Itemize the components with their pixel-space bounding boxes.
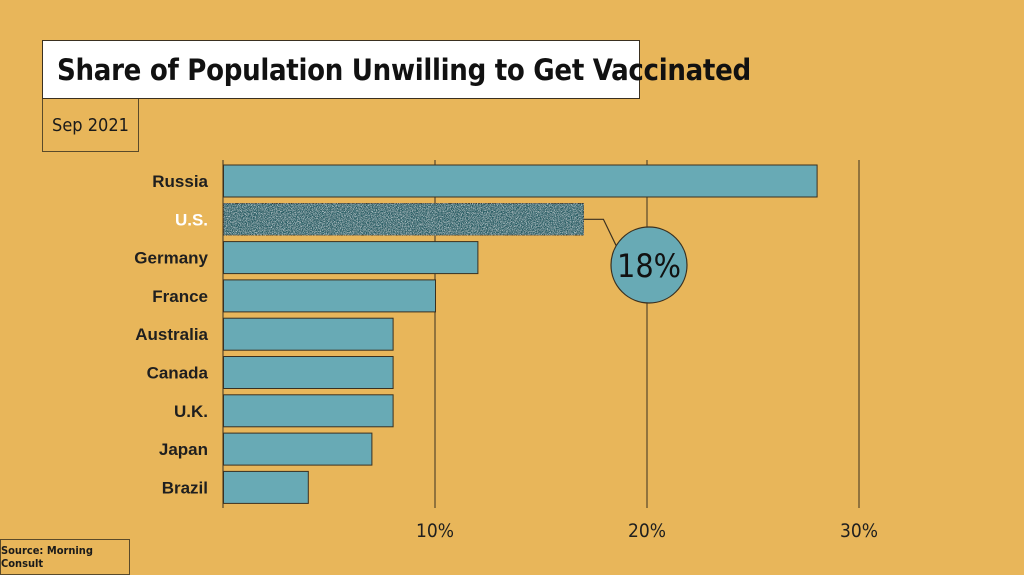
category-label: U.S. [175,210,208,229]
callout-circle [610,226,688,304]
category-label: Russia [152,172,208,191]
category-label: Brazil [162,478,208,497]
chart-subtitle: Sep 2021 [52,114,129,136]
category-label: Australia [135,325,208,344]
title-box: Share of Population Unwilling to Get Vac… [42,40,751,99]
bar [223,279,436,313]
bar [223,432,373,466]
category-labels: Russia U.S. Germany France Australia Canada U.… [134,172,208,497]
bar [223,164,818,198]
bars [223,164,818,504]
subtitle-box: Sep 2021 [42,99,139,152]
bar [223,394,394,428]
x-tick-label: 20% [628,520,666,542]
x-tick-label: 10% [416,520,454,542]
highlight-callout: 18% [583,218,688,304]
x-tick-label: 30% [840,520,878,542]
source-note: Source: Morning Consult [1,544,93,570]
chart-title: Share of Population Unwilling to Get Vac… [57,52,751,87]
bar [223,356,394,389]
callout-label: 18% [617,247,681,285]
bar [223,202,585,236]
category-label: Japan [159,440,208,459]
source-box: Source: Morning Consult [0,539,130,575]
callout-line [583,218,617,247]
x-tick-labels: 10% 20% 30% [416,520,878,542]
category-label: Germany [134,249,208,268]
bar [223,241,479,275]
bar [223,317,394,351]
category-label: Canada [147,364,209,383]
category-label: U.K. [174,402,208,421]
category-label: France [152,287,208,306]
bar [223,470,309,504]
